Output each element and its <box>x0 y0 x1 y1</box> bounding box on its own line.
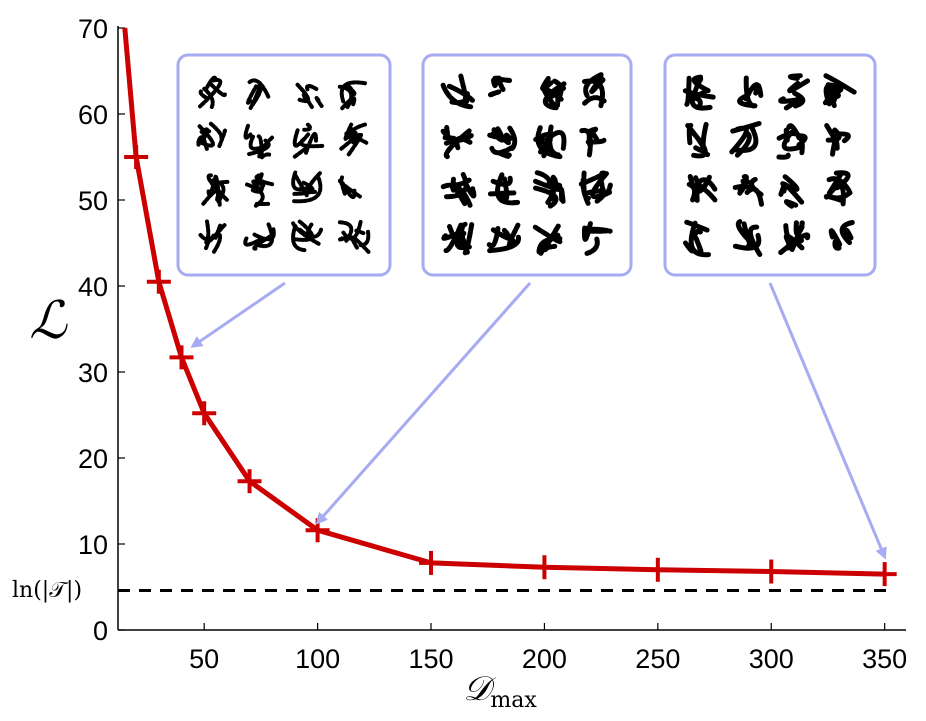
data-point <box>532 555 557 580</box>
inset-digit <box>294 81 324 109</box>
inset-digit <box>292 122 325 159</box>
y-tick-label: 20 <box>78 444 108 474</box>
series-group <box>122 27 897 587</box>
inset-digit <box>339 122 369 157</box>
inset-arrow <box>768 282 887 560</box>
inset-digit <box>243 123 275 160</box>
inset-digit <box>828 220 855 251</box>
inset-digit <box>198 219 227 254</box>
inset-digit <box>732 219 763 257</box>
inset-digit <box>486 222 521 254</box>
inset-digit <box>579 126 607 159</box>
inset-digit <box>737 75 764 109</box>
reference-line-label: ln(|𝒯|) <box>12 578 82 603</box>
inset-digit <box>822 73 857 109</box>
x-tick-label: 50 <box>189 644 219 674</box>
inset-digit <box>581 72 608 109</box>
data-point <box>146 269 171 294</box>
inset-arrow <box>190 281 286 348</box>
axes: 0 10 20 30 40 50 60 70 50 100 150 200 250 300 350 <box>78 14 907 674</box>
data-point <box>169 345 194 370</box>
inset-digit <box>532 223 563 256</box>
x-tick-label: 200 <box>522 644 567 674</box>
x-tick-label: 150 <box>408 644 453 674</box>
inset-3 <box>663 53 887 560</box>
inset-digit <box>685 121 711 159</box>
y-tick-label: 70 <box>78 14 108 44</box>
inset-digit <box>578 170 613 206</box>
inset-digit <box>686 174 718 203</box>
x-tick-label: 300 <box>749 644 794 674</box>
inset-2 <box>315 53 633 525</box>
y-axis-label: ℒ <box>29 291 68 351</box>
x-tick-label: 100 <box>295 644 340 674</box>
y-tick-label: 10 <box>78 530 108 560</box>
inset-digit <box>683 219 711 258</box>
insets-group <box>176 53 887 560</box>
inset-frame <box>176 53 392 277</box>
inset-digit <box>778 220 811 255</box>
x-tick-label: 250 <box>635 644 680 674</box>
data-point <box>645 557 670 582</box>
inset-digit <box>441 221 475 256</box>
inset-digit <box>245 78 271 110</box>
inset-digit <box>776 123 808 160</box>
inset-digit <box>201 173 230 208</box>
data-point <box>237 469 262 494</box>
y-tick-label: 0 <box>93 616 108 646</box>
inset-digit <box>440 73 475 110</box>
inset-frame <box>663 53 877 277</box>
y-tick-label: 60 <box>78 100 108 130</box>
inset-digit <box>778 174 805 209</box>
inset-digit <box>290 170 323 204</box>
inset-digit <box>540 74 567 111</box>
y-tick-label: 30 <box>78 358 108 388</box>
inset-digit <box>440 125 474 160</box>
inset-digit <box>729 121 762 158</box>
data-point <box>872 562 897 587</box>
inset-frame <box>421 53 633 277</box>
data-point <box>759 559 784 584</box>
inset-digit <box>337 175 362 200</box>
x-tick-label: 350 <box>862 644 907 674</box>
series-line <box>122 27 885 577</box>
inset-arrow <box>315 282 532 525</box>
inset-digit <box>778 73 811 111</box>
y-tick-label: 40 <box>78 272 108 302</box>
inset-digit <box>245 172 275 208</box>
inset-digit <box>533 124 567 160</box>
inset-digit <box>487 75 513 98</box>
data-point <box>192 401 217 426</box>
inset-digit <box>682 74 716 111</box>
inset-digit <box>487 125 518 159</box>
x-axis-label-sub: max <box>490 688 537 713</box>
inset-digit <box>440 172 477 208</box>
inset-digit <box>198 75 227 109</box>
inset-digit <box>337 220 371 254</box>
inset-digit <box>533 170 566 209</box>
inset-digit <box>581 221 613 256</box>
inset-digit <box>732 174 764 207</box>
x-axis-label: 𝒟max <box>463 669 537 713</box>
inset-digit <box>824 123 851 157</box>
inset-digit <box>196 121 228 153</box>
y-tick-label: 50 <box>78 186 108 216</box>
data-point <box>419 550 444 575</box>
inset-digit <box>243 222 276 251</box>
inset-digit <box>488 172 521 206</box>
inset-digit <box>337 80 369 111</box>
inset-1 <box>176 53 392 348</box>
inset-digit <box>290 219 323 253</box>
inset-digit <box>823 170 853 207</box>
data-point <box>124 145 149 169</box>
